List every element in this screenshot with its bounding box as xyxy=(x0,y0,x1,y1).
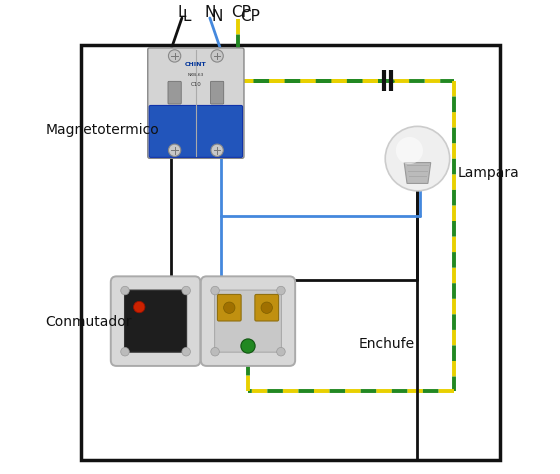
Text: L: L xyxy=(183,9,192,24)
Circle shape xyxy=(169,144,181,156)
FancyBboxPatch shape xyxy=(149,106,242,157)
Text: L: L xyxy=(178,5,186,19)
Text: Conmutador: Conmutador xyxy=(45,315,132,329)
Text: CP: CP xyxy=(231,5,250,19)
Text: CP: CP xyxy=(240,9,260,24)
FancyBboxPatch shape xyxy=(217,294,241,321)
Circle shape xyxy=(182,347,190,356)
Circle shape xyxy=(121,347,129,356)
Circle shape xyxy=(211,144,223,156)
Circle shape xyxy=(182,286,190,295)
Text: Lampara: Lampara xyxy=(458,166,520,180)
Circle shape xyxy=(241,339,255,353)
FancyBboxPatch shape xyxy=(148,48,244,158)
FancyBboxPatch shape xyxy=(201,276,295,366)
FancyBboxPatch shape xyxy=(214,290,282,352)
Text: C10: C10 xyxy=(190,82,201,88)
Text: N: N xyxy=(211,9,223,24)
FancyBboxPatch shape xyxy=(168,82,181,104)
Circle shape xyxy=(277,286,285,295)
Circle shape xyxy=(396,137,423,164)
Circle shape xyxy=(211,50,223,62)
Circle shape xyxy=(211,286,220,295)
Circle shape xyxy=(261,302,272,313)
Text: N: N xyxy=(204,5,216,19)
Circle shape xyxy=(223,302,235,313)
Text: Magnetotermico: Magnetotermico xyxy=(45,123,159,137)
Text: NXB-63: NXB-63 xyxy=(188,73,204,77)
FancyBboxPatch shape xyxy=(111,276,200,366)
FancyBboxPatch shape xyxy=(255,294,278,321)
FancyBboxPatch shape xyxy=(211,82,224,104)
Circle shape xyxy=(385,127,450,191)
Circle shape xyxy=(211,347,220,356)
Circle shape xyxy=(169,50,181,62)
Polygon shape xyxy=(404,163,431,183)
Circle shape xyxy=(277,347,285,356)
Text: CHINT: CHINT xyxy=(185,62,207,67)
Circle shape xyxy=(121,286,129,295)
Circle shape xyxy=(133,301,145,313)
Text: Enchufe: Enchufe xyxy=(358,337,414,351)
FancyBboxPatch shape xyxy=(124,290,186,352)
